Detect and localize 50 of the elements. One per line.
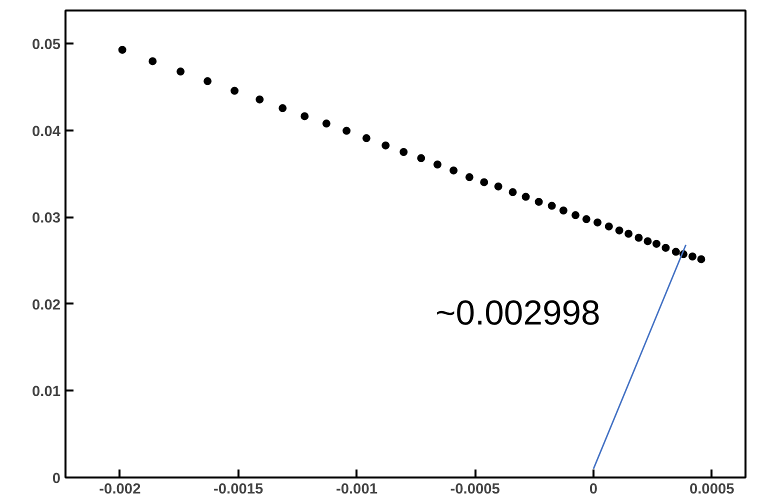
- point: [624, 230, 633, 238]
- point: [494, 182, 502, 190]
- point: [278, 104, 287, 112]
- point: [594, 218, 602, 226]
- point: [697, 255, 706, 264]
- x-tick-label: -0.0015: [213, 482, 264, 498]
- x-tick-label: -0.001: [336, 482, 378, 498]
- point: [382, 141, 390, 150]
- point: [662, 244, 670, 252]
- point: [433, 160, 442, 168]
- y-tick-label: 0.01: [32, 384, 61, 400]
- point: [450, 166, 458, 174]
- point: [362, 134, 370, 142]
- point: [644, 237, 652, 246]
- y-tick-label: 0.04: [32, 124, 62, 140]
- x-tick-label: -0.0005: [450, 482, 500, 498]
- x-tick-label: -0.002: [99, 482, 141, 498]
- point: [548, 202, 556, 210]
- point: [634, 234, 643, 242]
- point: [204, 77, 212, 86]
- annotation: ~0.002998: [436, 294, 600, 332]
- x-tick-label: 0: [589, 482, 598, 498]
- point: [480, 178, 488, 186]
- point: [534, 198, 543, 206]
- point: [118, 46, 126, 54]
- point: [176, 68, 185, 76]
- y-tick-label: 0.02: [32, 297, 61, 314]
- x-tick-label: 0.0005: [689, 482, 734, 498]
- point: [604, 222, 613, 230]
- point: [417, 154, 426, 162]
- point: [582, 215, 590, 224]
- point: [672, 248, 680, 256]
- y-tick-label: 0: [52, 471, 61, 487]
- point: [342, 126, 351, 135]
- point: [559, 206, 568, 214]
- point: [465, 173, 474, 182]
- point: [148, 57, 157, 66]
- point: [256, 95, 264, 104]
- y-tick-label: 0.03: [32, 210, 61, 227]
- point: [230, 86, 239, 95]
- point: [688, 252, 696, 260]
- point: [300, 112, 309, 120]
- point: [508, 188, 517, 196]
- y-tick-label: 0.05: [32, 36, 61, 53]
- point: [522, 192, 530, 201]
- point: [615, 226, 624, 234]
- point: [572, 211, 580, 220]
- point: [400, 148, 408, 156]
- point: [652, 240, 660, 248]
- point: [322, 120, 330, 128]
